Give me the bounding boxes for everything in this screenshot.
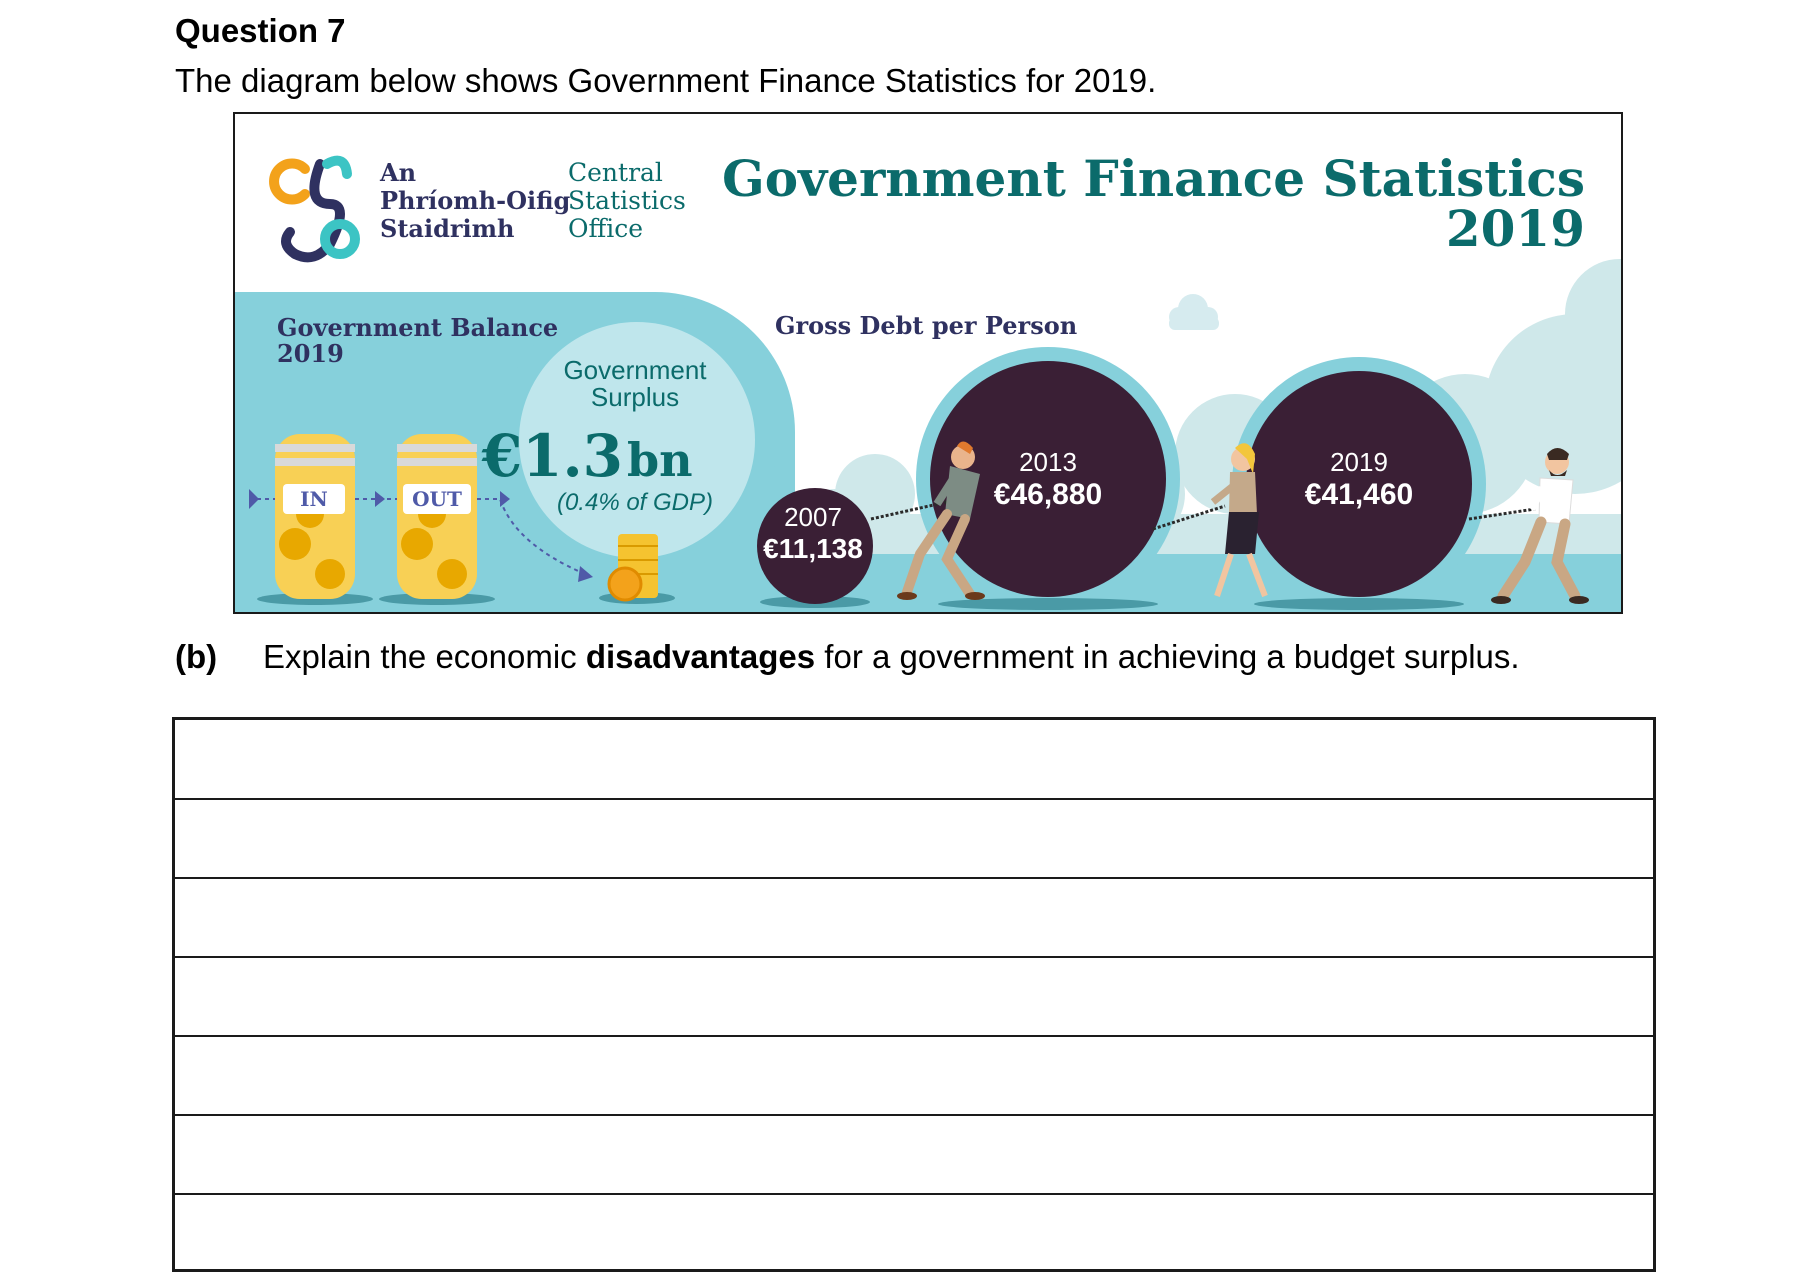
part-b-question: Explain the economic disadvantages for a… — [263, 638, 1520, 676]
part-b-label: (b) — [175, 638, 218, 675]
debt-ball-2019 — [1232, 357, 1486, 611]
surplus-label-line1: Government — [563, 355, 707, 385]
flow-arrows — [249, 489, 593, 582]
debt-ball-2013 — [916, 347, 1180, 611]
answer-line — [175, 798, 1653, 800]
surplus-label-line2: Surplus — [591, 382, 679, 412]
coin-stack-icon — [599, 534, 675, 604]
answer-line — [175, 1193, 1653, 1195]
question-title: Question 7 — [175, 12, 346, 49]
jar-out-label: OUT — [412, 487, 462, 511]
surplus-unit: bn — [627, 433, 693, 487]
debt-year-2013: 2013 — [1019, 447, 1077, 477]
part-b-text-before: Explain the economic — [263, 638, 586, 675]
debt-value-2007: €11,138 — [763, 533, 863, 564]
answer-line — [175, 877, 1653, 879]
debt-year-2019: 2019 — [1330, 447, 1388, 477]
woman-pulling-figure — [1210, 443, 1268, 598]
chain-lines — [870, 500, 1536, 531]
debt-value-2019: €41,460 — [1305, 478, 1413, 511]
part-b-text-after: for a government in achieving a budget s… — [815, 638, 1520, 675]
logo-english-line1: Central — [568, 158, 663, 187]
logo-irish-line2: Phríomh-Oifig — [380, 186, 571, 215]
logo-irish-line3: Staidrimh — [380, 214, 514, 243]
jar-in-label: IN — [300, 487, 328, 511]
debt-year-2007: 2007 — [784, 502, 842, 532]
coin-jar-in — [257, 434, 373, 605]
logo-irish-line1: An — [379, 158, 416, 187]
coin-jar-out — [379, 434, 495, 605]
surplus-circle — [519, 322, 755, 558]
logo-english-line2: Statistics — [568, 186, 686, 215]
infographic-year: 2019 — [1446, 199, 1585, 258]
logo-english-line3: Office — [568, 214, 643, 243]
infographic-svg: An Phríomh-Oifig Staidrimh Central Stati… — [235, 149, 1621, 612]
infographic-title: Government Finance Statistics — [722, 149, 1585, 208]
answer-box[interactable] — [172, 717, 1656, 1272]
balance-heading: Government Balance — [277, 313, 558, 342]
small-cloud-icon — [1169, 294, 1219, 330]
question-intro: The diagram below shows Government Finan… — [175, 62, 1157, 99]
answer-line — [175, 956, 1653, 958]
part-b-text-bold: disadvantages — [585, 638, 816, 675]
surplus-value: €1.3 — [481, 422, 623, 490]
balance-year: 2019 — [277, 339, 344, 368]
debt-heading: Gross Debt per Person — [775, 311, 1077, 340]
man-pulling-figure — [897, 441, 985, 600]
debt-ball-2007 — [757, 488, 873, 608]
bearded-man-pulling-figure — [1491, 448, 1589, 604]
answer-line — [175, 1114, 1653, 1116]
gfs-infographic: An Phríomh-Oifig Staidrimh Central Stati… — [233, 112, 1623, 614]
surplus-share: (0.4% of GDP) — [557, 489, 713, 516]
debt-value-2013: €46,880 — [994, 478, 1102, 511]
cso-logo-icon — [269, 155, 360, 263]
answer-line — [175, 1035, 1653, 1037]
